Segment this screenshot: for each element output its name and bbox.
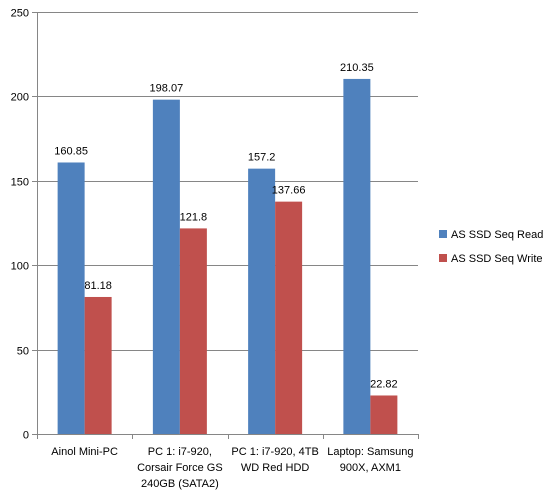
category-label: Laptop: Samsung [327, 446, 413, 458]
data-label: 22.82 [370, 378, 398, 390]
legend-label: AS SSD Seq Write [451, 253, 543, 265]
y-tick-label: 100 [11, 261, 29, 273]
y-tick-label: 200 [11, 92, 29, 104]
category-label: PC 1: i7-920, 4TB [231, 446, 318, 458]
data-label: 210.35 [340, 62, 374, 74]
bar [248, 168, 276, 434]
data-label: 137.66 [272, 185, 306, 197]
category-label: Corsair Force GS [137, 462, 223, 474]
bar [57, 162, 85, 434]
data-label: 121.8 [180, 211, 208, 223]
legend-label: AS SSD Seq Read [451, 229, 543, 241]
category-label: 900X, AXM1 [340, 462, 401, 474]
category-label: WD Red HDD [241, 462, 310, 474]
legend-swatch [439, 230, 447, 238]
y-tick-label: 250 [11, 8, 29, 20]
data-label: 198.07 [150, 83, 184, 95]
y-tick-label: 0 [23, 430, 29, 442]
category-label: 240GB (SATA2) [141, 478, 219, 490]
category-label: Ainol Mini-PC [51, 446, 118, 458]
y-tick-label: 150 [11, 177, 29, 189]
bar [84, 296, 112, 434]
data-label: 157.2 [248, 152, 276, 164]
data-label: 160.85 [54, 145, 88, 157]
bar [275, 201, 303, 434]
category-label: PC 1: i7-920, [148, 446, 212, 458]
data-label: 81.18 [84, 280, 112, 292]
y-tick-label: 50 [17, 346, 29, 358]
bar [343, 78, 371, 434]
bar [370, 395, 398, 434]
bar [179, 228, 207, 434]
legend-swatch [439, 254, 447, 262]
bar [152, 99, 180, 434]
